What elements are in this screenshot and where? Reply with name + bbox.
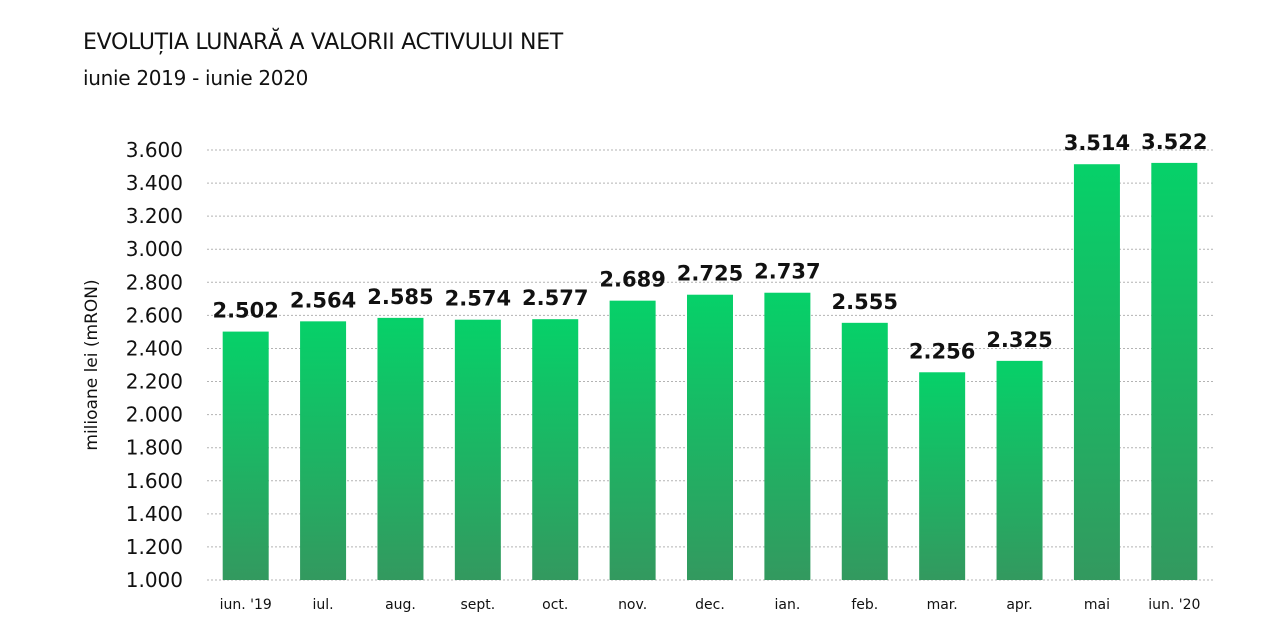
data-labels: 2.502 2.564 2.585 2.574 2.577 2.689 2.725 2.737… <box>212 130 1207 363</box>
data-label: 2.325 <box>986 328 1052 352</box>
data-label: 2.585 <box>367 285 433 309</box>
bar <box>996 360 1043 580</box>
y-tick-label: 3.200 <box>126 204 183 228</box>
y-tick-label: 3.600 <box>126 138 183 162</box>
x-category-label: iul. <box>313 597 334 613</box>
x-category-label: iun. '20 <box>1148 597 1200 613</box>
y-tick-label: 1.400 <box>126 502 183 526</box>
x-category-label: apr. <box>1006 597 1032 613</box>
x-category-label: iun. '19 <box>220 597 272 613</box>
data-label: 2.577 <box>522 286 588 310</box>
data-label: 3.522 <box>1141 130 1207 154</box>
y-tick-label: 3.000 <box>126 237 183 261</box>
y-tick-label: 2.800 <box>126 270 183 294</box>
x-axis-categories: iun. '19 iul. aug. sept. oct. nov. dec. ian. feb… <box>220 597 1201 613</box>
y-tick-label: 2.000 <box>126 403 183 427</box>
y-tick-label: 1.600 <box>126 469 183 493</box>
y-axis-ticks: 1.000 1.200 1.400 1.600 1.800 2.000 2.200 2.400… <box>126 138 183 592</box>
x-category-label: mar. <box>927 597 958 613</box>
y-tick-label: 2.200 <box>126 370 183 394</box>
bar <box>377 317 424 580</box>
x-category-label: aug. <box>385 597 416 613</box>
bar <box>1151 162 1198 580</box>
x-category-label: oct. <box>542 597 568 613</box>
x-category-label: sept. <box>460 597 495 613</box>
x-category-label: nov. <box>618 597 647 613</box>
data-label: 2.725 <box>677 262 743 286</box>
data-label: 2.737 <box>754 260 820 284</box>
bars <box>222 162 1198 580</box>
bar <box>841 322 888 580</box>
y-tick-label: 1.200 <box>126 535 183 559</box>
bar <box>532 319 579 580</box>
x-category-label: mai <box>1084 597 1110 613</box>
data-label: 2.256 <box>909 339 975 363</box>
data-label: 2.502 <box>212 299 278 323</box>
bar <box>222 331 269 580</box>
y-tick-label: 2.600 <box>126 303 183 327</box>
data-label: 2.564 <box>290 288 356 312</box>
y-tick-label: 1.800 <box>126 436 183 460</box>
bar <box>609 300 656 580</box>
bar <box>687 294 733 580</box>
bar <box>300 321 347 580</box>
data-label: 2.689 <box>599 268 665 292</box>
x-category-label: ian. <box>774 597 800 613</box>
y-tick-label: 1.000 <box>126 568 183 592</box>
bar <box>454 319 501 580</box>
y-axis-title: milioane lei (mRON) <box>82 279 102 450</box>
y-tick-label: 2.400 <box>126 336 183 360</box>
x-category-label: feb. <box>851 597 878 613</box>
chart-subtitle: iunie 2019 - iunie 2020 <box>83 66 309 90</box>
data-label: 2.555 <box>832 290 898 314</box>
bar <box>764 292 811 580</box>
data-label: 3.514 <box>1064 131 1130 155</box>
bar <box>1073 164 1120 580</box>
bar <box>919 372 966 580</box>
y-tick-label: 3.400 <box>126 171 183 195</box>
data-label: 2.574 <box>445 287 511 311</box>
chart-title: EVOLUȚIA LUNARĂ A VALORII ACTIVULUI NET <box>83 30 563 55</box>
x-category-label: dec. <box>695 597 725 613</box>
